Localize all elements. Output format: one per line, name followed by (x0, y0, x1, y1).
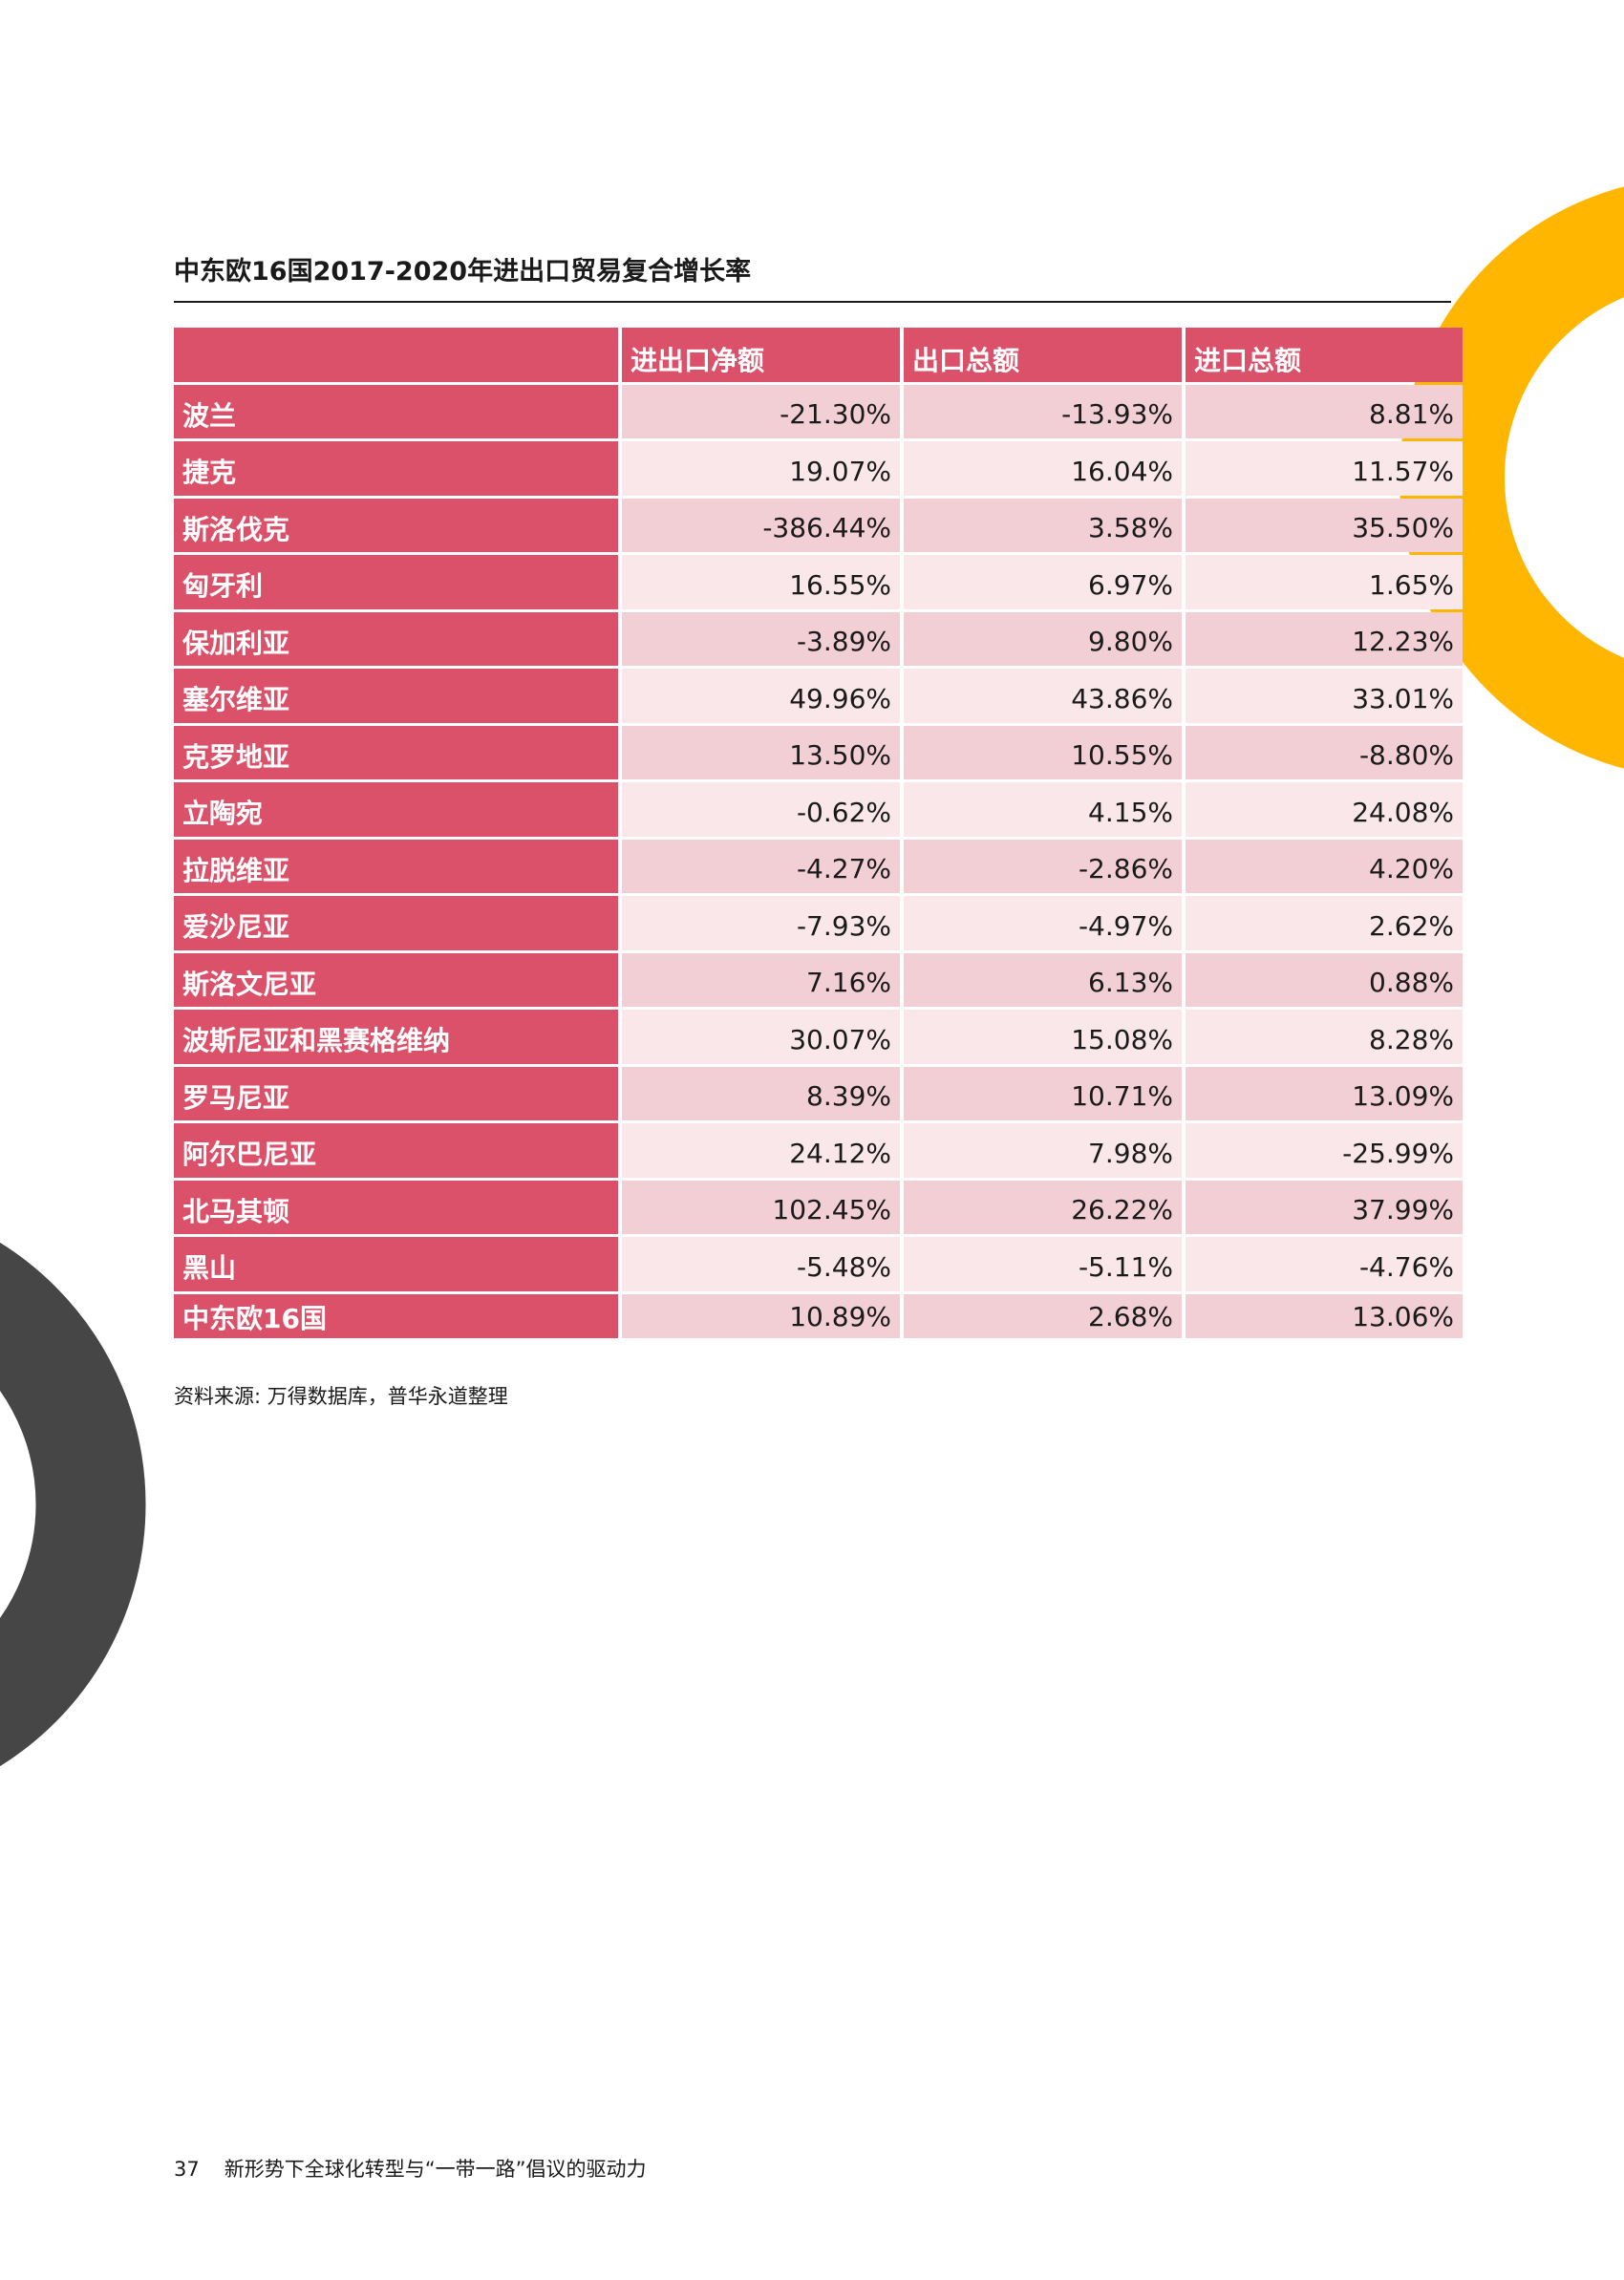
export-value-cell: 26.22% (904, 1180, 1182, 1234)
import-value-cell: 13.09% (1186, 1066, 1463, 1120)
table-body: 波兰 -21.30% -13.93% 8.81% 捷克 19.07% 16.04% 11.57… (174, 384, 1463, 1338)
export-value-cell: 15.08% (904, 1010, 1182, 1064)
export-value-cell: 10.71% (904, 1066, 1182, 1120)
source-note: 资料来源: 万得数据库，普华永道整理 (174, 1385, 508, 1408)
country-cell: 中东欧16国 (174, 1293, 618, 1338)
net-value-cell: 102.45% (622, 1180, 900, 1234)
net-value-cell: -7.93% (622, 896, 900, 950)
net-value-cell: 10.89% (622, 1293, 900, 1338)
table-row: 爱沙尼亚 -7.93% -4.97% 2.62% (174, 896, 1463, 950)
export-value-cell: 6.13% (904, 952, 1182, 1007)
net-value-cell: 13.50% (622, 725, 900, 779)
country-cell: 波兰 (174, 384, 618, 438)
export-value-cell: -4.97% (904, 896, 1182, 950)
table-row: 黑山 -5.48% -5.11% -4.76% (174, 1237, 1463, 1291)
table-header-row: 进出口净额 出口总额 进口总额 (174, 328, 1463, 382)
export-value-cell: 6.97% (904, 555, 1182, 609)
net-value-cell: 16.55% (622, 555, 900, 609)
table-row: 斯洛伐克 -386.44% 3.58% 35.50% (174, 498, 1463, 552)
net-value-cell: -21.30% (622, 384, 900, 438)
country-cell: 北马其顿 (174, 1180, 618, 1234)
country-cell: 斯洛伐克 (174, 498, 618, 552)
import-value-cell: 8.28% (1186, 1010, 1463, 1064)
table-row: 阿尔巴尼亚 24.12% 7.98% -25.99% (174, 1123, 1463, 1178)
column-header-net: 进出口净额 (622, 328, 900, 382)
net-value-cell: -386.44% (622, 498, 900, 552)
country-cell: 保加利亚 (174, 611, 618, 666)
import-value-cell: -4.76% (1186, 1237, 1463, 1291)
import-value-cell: 12.23% (1186, 611, 1463, 666)
country-cell: 阿尔巴尼亚 (174, 1123, 618, 1178)
import-value-cell: 4.20% (1186, 839, 1463, 893)
table-row: 匈牙利 16.55% 6.97% 1.65% (174, 555, 1463, 609)
net-value-cell: 8.39% (622, 1066, 900, 1120)
country-cell: 爱沙尼亚 (174, 896, 618, 950)
net-value-cell: 19.07% (622, 441, 900, 496)
country-cell: 克罗地亚 (174, 725, 618, 779)
country-cell: 罗马尼亚 (174, 1066, 618, 1120)
import-value-cell: 11.57% (1186, 441, 1463, 496)
table-row: 塞尔维亚 49.96% 43.86% 33.01% (174, 669, 1463, 723)
table-row: 克罗地亚 13.50% 10.55% -8.80% (174, 725, 1463, 779)
growth-rate-table: 进出口净额 出口总额 进口总额 波兰 -21.30% -13.93% 8.81% 捷克 1… (170, 325, 1466, 1341)
import-value-cell: 0.88% (1186, 952, 1463, 1007)
table-row: 罗马尼亚 8.39% 10.71% 13.09% (174, 1066, 1463, 1120)
export-value-cell: -13.93% (904, 384, 1182, 438)
table-row: 波兰 -21.30% -13.93% 8.81% (174, 384, 1463, 438)
table-row: 北马其顿 102.45% 26.22% 37.99% (174, 1180, 1463, 1234)
table-title: 中东欧16国2017-2020年进出口贸易复合增长率 (174, 250, 1451, 303)
country-cell: 匈牙利 (174, 555, 618, 609)
import-value-cell: 35.50% (1186, 498, 1463, 552)
table-row: 中东欧16国 10.89% 2.68% 13.06% (174, 1293, 1463, 1338)
header-corner-cell (174, 328, 618, 382)
import-value-cell: 1.65% (1186, 555, 1463, 609)
export-value-cell: -5.11% (904, 1237, 1182, 1291)
country-cell: 拉脱维亚 (174, 839, 618, 893)
export-value-cell: 7.98% (904, 1123, 1182, 1178)
table-row: 捷克 19.07% 16.04% 11.57% (174, 441, 1463, 496)
export-value-cell: 9.80% (904, 611, 1182, 666)
net-value-cell: -5.48% (622, 1237, 900, 1291)
net-value-cell: 7.16% (622, 952, 900, 1007)
import-value-cell: 33.01% (1186, 669, 1463, 723)
import-value-cell: 8.81% (1186, 384, 1463, 438)
table-row: 斯洛文尼亚 7.16% 6.13% 0.88% (174, 952, 1463, 1007)
export-value-cell: 10.55% (904, 725, 1182, 779)
export-value-cell: -2.86% (904, 839, 1182, 893)
table-row: 波斯尼亚和黑赛格维纳 30.07% 15.08% 8.28% (174, 1010, 1463, 1064)
table-row: 立陶宛 -0.62% 4.15% 24.08% (174, 782, 1463, 837)
net-value-cell: 49.96% (622, 669, 900, 723)
footer-title: 新形势下全球化转型与“一带一路”倡议的驱动力 (224, 2158, 647, 2181)
net-value-cell: -3.89% (622, 611, 900, 666)
country-cell: 捷克 (174, 441, 618, 496)
import-value-cell: 37.99% (1186, 1180, 1463, 1234)
country-cell: 斯洛文尼亚 (174, 952, 618, 1007)
net-value-cell: 24.12% (622, 1123, 900, 1178)
export-value-cell: 4.15% (904, 782, 1182, 837)
dark-arc-decoration (0, 1242, 146, 1767)
page-number: 37 (174, 2158, 200, 2181)
table-row: 保加利亚 -3.89% 9.80% 12.23% (174, 611, 1463, 666)
country-cell: 立陶宛 (174, 782, 618, 837)
country-cell: 波斯尼亚和黑赛格维纳 (174, 1010, 618, 1064)
column-header-export: 出口总额 (904, 328, 1182, 382)
export-value-cell: 2.68% (904, 1293, 1182, 1338)
column-header-import: 进口总额 (1186, 328, 1463, 382)
export-value-cell: 3.58% (904, 498, 1182, 552)
import-value-cell: 24.08% (1186, 782, 1463, 837)
export-value-cell: 43.86% (904, 669, 1182, 723)
country-cell: 黑山 (174, 1237, 618, 1291)
net-value-cell: -0.62% (622, 782, 900, 837)
table-row: 拉脱维亚 -4.27% -2.86% 4.20% (174, 839, 1463, 893)
net-value-cell: 30.07% (622, 1010, 900, 1064)
import-value-cell: 13.06% (1186, 1293, 1463, 1338)
net-value-cell: -4.27% (622, 839, 900, 893)
page-footer: 37 新形势下全球化转型与“一带一路”倡议的驱动力 (174, 2154, 647, 2183)
country-cell: 塞尔维亚 (174, 669, 618, 723)
import-value-cell: -8.80% (1186, 725, 1463, 779)
import-value-cell: 2.62% (1186, 896, 1463, 950)
export-value-cell: 16.04% (904, 441, 1182, 496)
import-value-cell: -25.99% (1186, 1123, 1463, 1178)
